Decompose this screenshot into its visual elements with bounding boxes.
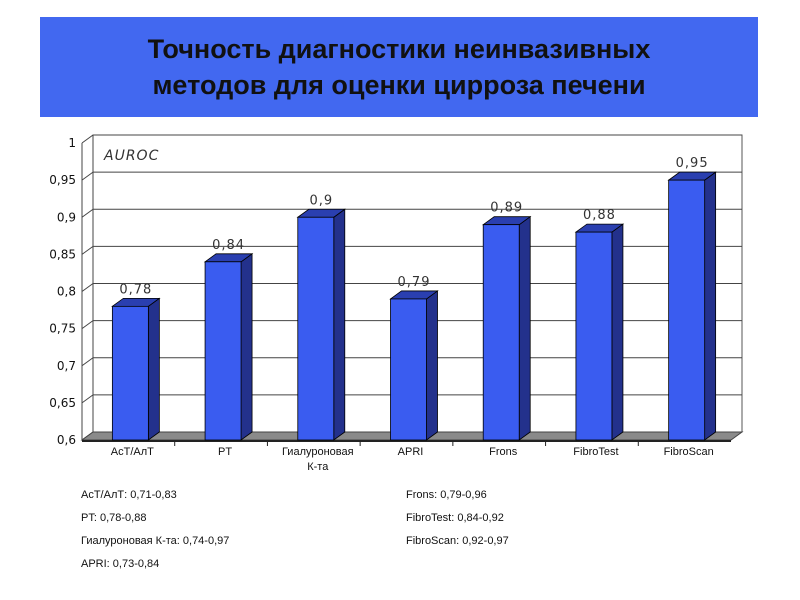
- bar-value-label: 0,9: [309, 193, 333, 208]
- y-tick-label: 0,85: [49, 247, 76, 261]
- y-tick-label: 1: [68, 136, 76, 150]
- bar-value-label: 0,79: [398, 275, 431, 290]
- ci-note: Frons: 0,79-0,96: [406, 489, 487, 501]
- gridline-depth: [81, 320, 94, 330]
- bar-value-label: 0,78: [119, 282, 152, 297]
- x-tick-label: Frons: [489, 446, 518, 458]
- ci-note: FibroTest: 0,84-0,92: [406, 512, 504, 524]
- bar-side: [426, 290, 438, 441]
- bar: [668, 179, 706, 441]
- y-tick-label: 0,9: [57, 210, 76, 224]
- gridline-depth: [81, 245, 94, 255]
- bar: [575, 231, 613, 441]
- gridline-depth: [81, 171, 94, 181]
- x-tick-label: Гиалуроновая: [282, 446, 354, 458]
- ci-note: FibroScan: 0,92-0,97: [406, 535, 509, 547]
- bar-value-label: 0,88: [583, 208, 616, 223]
- bar: [297, 216, 335, 441]
- y-tick-label: 0,8: [57, 285, 76, 299]
- bar: [111, 305, 149, 441]
- title-line-2: методов для оценки цирроза печени: [152, 70, 646, 100]
- gridline-depth: [81, 394, 94, 404]
- bar-side: [333, 208, 346, 441]
- x-tick-label: APRI: [398, 446, 424, 458]
- ci-note: Гиалуроновая К-та: 0,74-0,97: [81, 535, 230, 547]
- x-tick-label: АсТ/АлТ: [111, 446, 154, 458]
- bar-side: [704, 171, 717, 441]
- bar-value-label: 0,84: [212, 238, 245, 253]
- gridline-depth: [81, 208, 94, 218]
- ci-note: APRI: 0,73-0,84: [81, 558, 160, 570]
- gridline-depth: [81, 283, 94, 292]
- bar-side: [240, 253, 253, 441]
- x-tick-label: FibroTest: [573, 446, 618, 458]
- y-tick-label: 0,65: [49, 396, 76, 410]
- gridline-depth: [81, 357, 94, 367]
- x-tick-label: FibroScan: [664, 446, 714, 458]
- ci-notes-left: АсТ/АлТ: 0,71-0,83 PT: 0,78-0,88 Гиалуро…: [81, 484, 229, 576]
- ci-note: АсТ/АлТ: 0,71-0,83: [81, 489, 177, 501]
- gridline-depth: [81, 134, 94, 144]
- x-tick-label: К-та: [307, 461, 329, 470]
- title-banner: Точность диагностики неинвазивных методо…: [40, 17, 758, 117]
- bar-side: [518, 215, 531, 441]
- y-tick-label: 0,7: [57, 359, 76, 373]
- auroc-bar-chart: 0,6 0,65 0,7 0,75 0,8 0,85 0,9 0,95 1 AUROC 0,78 Ас…: [49, 134, 744, 470]
- bar: [204, 261, 242, 441]
- y-tick-label: 0,95: [49, 173, 76, 187]
- y-tick-label: 0,6: [57, 433, 76, 447]
- title-line-1: Точность диагностики неинвазивных: [147, 34, 651, 64]
- y-tick-label: 0,75: [49, 322, 76, 336]
- bar: [390, 298, 427, 441]
- x-tick-label: PT: [218, 446, 232, 458]
- ci-notes-right: Frons: 0,79-0,96 FibroTest: 0,84-0,92 Fi…: [406, 484, 509, 553]
- bar-side: [611, 223, 624, 441]
- bar: [482, 224, 520, 441]
- bar-value-label: 0,95: [676, 156, 709, 171]
- bar-side: [147, 297, 160, 441]
- chart-title: AUROC: [103, 148, 159, 164]
- ci-note: PT: 0,78-0,88: [81, 512, 147, 524]
- bar-value-label: 0,89: [490, 201, 523, 216]
